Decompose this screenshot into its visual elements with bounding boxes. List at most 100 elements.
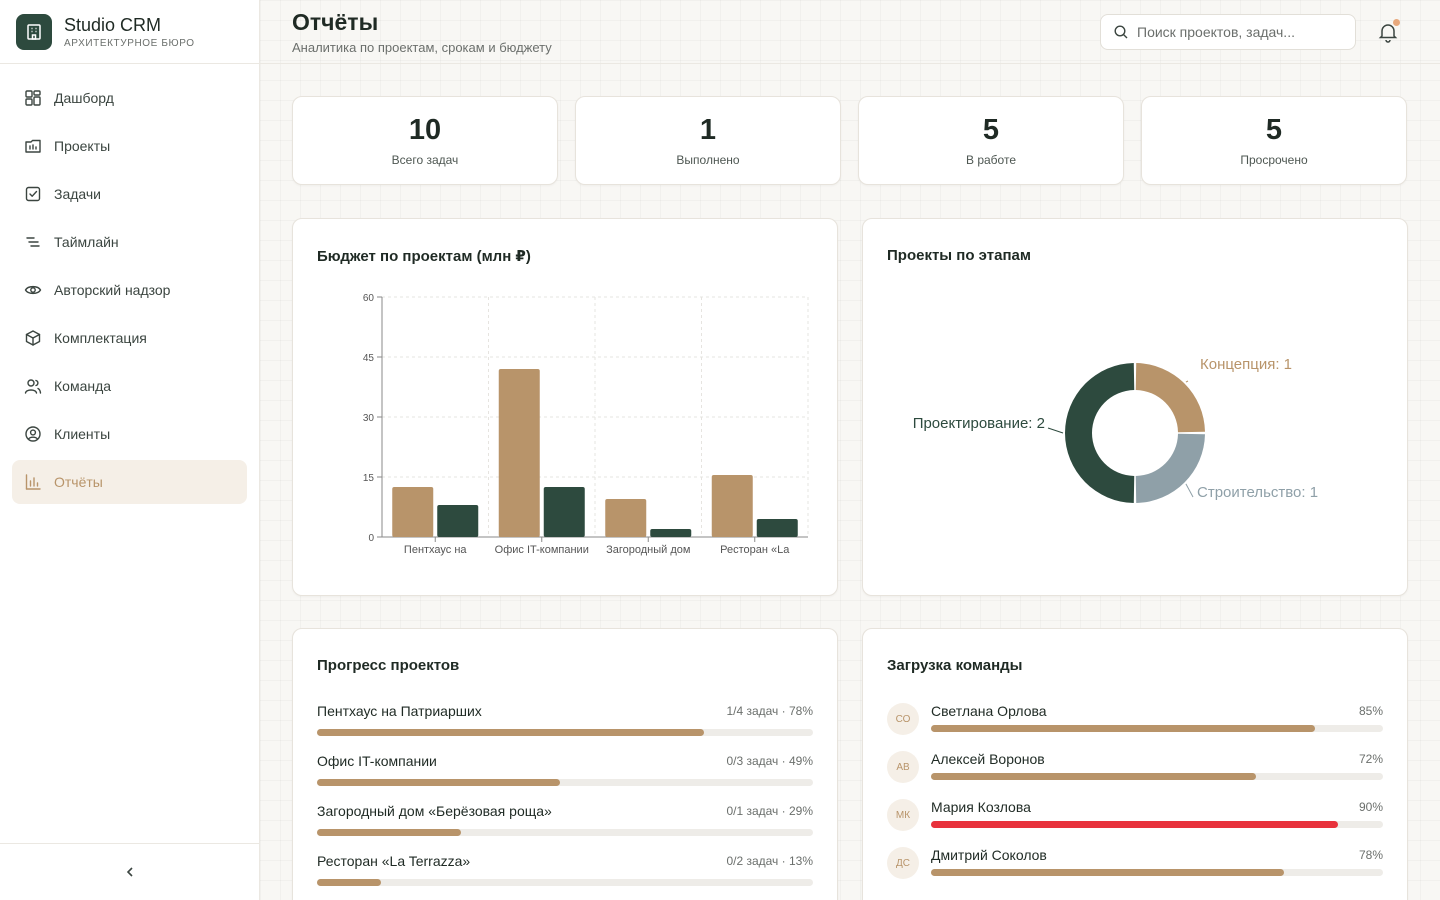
load-bar [931,773,1383,780]
bar[interactable] [437,505,479,537]
progress-row[interactable]: Ресторан «La Terrazza» 0/2 задач · 13% [317,853,813,886]
stat-card-in-progress: 5 В работе [858,96,1124,185]
y-tick-label: 0 [368,533,374,544]
team-member-row[interactable]: ДС Дмитрий Соколов 78% [887,847,1383,887]
sidebar-item-4[interactable]: Авторский надзор [12,268,247,312]
progress-bar [317,879,813,886]
bar[interactable] [498,369,540,537]
team-load-card: Загрузка команды СО Светлана Орлова 85% АВ А… [862,628,1408,900]
y-tick-label: 15 [363,473,375,484]
project-progress-meta: 1/4 задач · 78% [726,704,813,718]
member-name: Светлана Орлова [931,703,1047,719]
sidebar-item-2[interactable]: Задачи [12,172,247,216]
sidebar-item-label: Клиенты [54,426,111,442]
sidebar-item-0[interactable]: Дашборд [12,76,247,120]
sidebar-item-label: Команда [54,378,112,394]
progress-bar [317,729,813,736]
bar[interactable] [711,475,753,537]
progress-title: Прогресс проектов [317,657,460,674]
load-bar-fill [931,869,1284,876]
stat-value: 5 [1265,114,1283,146]
avatar: МК [887,799,919,831]
notifications-button[interactable] [1376,19,1400,44]
load-bar-fill [931,725,1316,732]
stat-label: Просрочено [1240,153,1308,167]
donut-slice[interactable] [1135,363,1205,433]
member-load-percent: 90% [1358,800,1383,814]
progress-bar [317,829,813,836]
page-title: Отчёты [292,9,379,35]
timeline-icon [24,233,42,251]
sidebar-item-label: Таймлайн [54,234,119,250]
load-bar [931,725,1383,732]
progress-row[interactable]: Офис IT-компании 0/3 задач · 49% [317,753,813,786]
slice-leader-line [1185,483,1194,498]
x-tick-label: Загородный дом [606,544,690,556]
sidebar-item-label: Авторский надзор [54,282,171,298]
member-name: Дмитрий Соколов [931,847,1047,863]
sidebar-item-7[interactable]: Клиенты [12,412,247,456]
team-member-row[interactable]: СО Светлана Орлова 85% [887,703,1383,743]
stages-donut-chart: Концепция: 1 Строительство: 1 Проектирован… [913,356,1318,503]
checkbox-icon [24,185,42,203]
progress-row[interactable]: Загородный дом «Берёзовая роща» 0/1 задач… [317,803,813,836]
member-name: Алексей Воронов [931,751,1045,767]
search-icon [1114,25,1128,39]
bar-chart-icon [24,473,42,491]
budget-chart-card: Бюджет по проектам (млн ₽) 0 15 30 45 60 Пент… [292,218,838,596]
sidebar: Studio CRM АРХИТЕКТУРНОЕ БЮРО Дашборд Про… [0,0,260,900]
sidebar-item-1[interactable]: Проекты [12,124,247,168]
package-icon [24,329,42,347]
avatar: СО [887,703,919,735]
bell-icon [1378,24,1398,43]
sidebar-item-label: Отчёты [54,474,103,490]
sidebar-item-5[interactable]: Комплектация [12,316,247,360]
load-bar [931,821,1383,828]
project-progress-meta: 0/1 задач · 29% [726,804,813,818]
sidebar-item-8[interactable]: Отчёты [12,460,247,504]
building-icon [16,13,52,50]
dashboard-icon [24,89,42,107]
users-icon [24,377,42,395]
donut-slice[interactable] [1065,363,1135,503]
bar[interactable] [543,487,585,537]
bar[interactable] [756,519,798,537]
donut-slice[interactable] [1135,433,1205,503]
load-bar-fill [931,773,1257,780]
sidebar-item-label: Комплектация [54,330,147,346]
y-tick-label: 30 [363,413,375,424]
bar[interactable] [650,529,692,537]
stat-card-done: 1 Выполнено [575,96,841,185]
team-member-row[interactable]: АВ Алексей Воронов 72% [887,751,1383,791]
bar[interactable] [392,487,434,537]
budget-chart-title: Бюджет по проектам (млн ₽) [317,248,531,265]
project-name: Ресторан «La Terrazza» [317,853,471,869]
stat-value: 1 [699,114,717,146]
stages-chart-card: Проекты по этапам Концепция: 1 Строительс… [862,218,1408,596]
brand-subtitle: АРХИТЕКТУРНОЕ БЮРО [64,38,195,49]
progress-bar [317,779,813,786]
collapse-sidebar-button[interactable] [0,843,259,900]
search-input[interactable]: Поиск проектов, задач... [1100,14,1356,50]
brand[interactable]: Studio CRM АРХИТЕКТУРНОЕ БЮРО [0,0,259,64]
stat-card-overdue: 5 Просрочено [1141,96,1407,185]
member-load-percent: 85% [1358,704,1383,718]
progress-bar-fill [317,879,382,886]
y-tick-label: 60 [363,293,375,304]
x-tick-label: Ресторан «La [720,544,790,556]
sidebar-item-3[interactable]: Таймлайн [12,220,247,264]
stat-value: 10 [408,114,442,146]
project-progress-meta: 0/2 задач · 13% [726,854,813,868]
bar[interactable] [605,499,647,537]
stat-value: 5 [982,114,1000,146]
user-circle-icon [24,425,42,443]
progress-row[interactable]: Пентхаус на Патриарших 1/4 задач · 78% [317,703,813,736]
sidebar-item-6[interactable]: Команда [12,364,247,408]
progress-bar-fill [317,729,704,736]
slice-label: Проектирование: 2 [913,415,1045,432]
chevron-left-icon [126,867,133,877]
team-member-row[interactable]: МК Мария Козлова 90% [887,799,1383,839]
stages-chart-title: Проекты по этапам [887,247,1031,264]
progress-card: Прогресс проектов Пентхаус на Патриарших… [292,628,838,900]
progress-bar-fill [317,779,561,786]
